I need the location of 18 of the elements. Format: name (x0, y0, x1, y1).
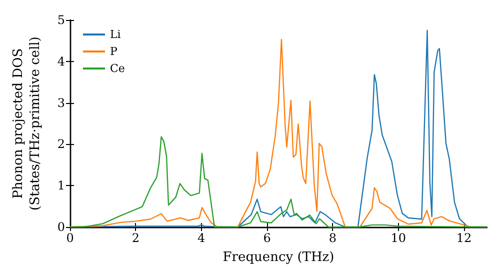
x-tick-label: 2 (132, 231, 140, 245)
y-tick-label: 3 (57, 96, 65, 110)
x-tick-label: 4 (198, 231, 206, 245)
legend-label: Ce (110, 62, 125, 75)
legend-label: P (110, 45, 118, 58)
x-tick-label: 10 (390, 231, 406, 245)
x-tick-label: 8 (328, 231, 336, 245)
x-tick-label: 6 (263, 231, 271, 245)
x-axis-title: Frequency (THz) (222, 250, 334, 265)
y-tick-label: 2 (57, 137, 65, 152)
y-tick-label: 5 (57, 13, 65, 27)
y-tick-label: 1 (57, 178, 65, 193)
x-tick-label: 12 (456, 231, 472, 245)
y-tick-label: 0 (57, 220, 65, 234)
y-tick-label: 4 (57, 54, 66, 68)
legend-label: Li (110, 28, 122, 41)
y-axis-title: Phonon projected DOS (States/THz·primitive cell) (11, 36, 43, 211)
x-tick-label: 0 (66, 231, 74, 245)
